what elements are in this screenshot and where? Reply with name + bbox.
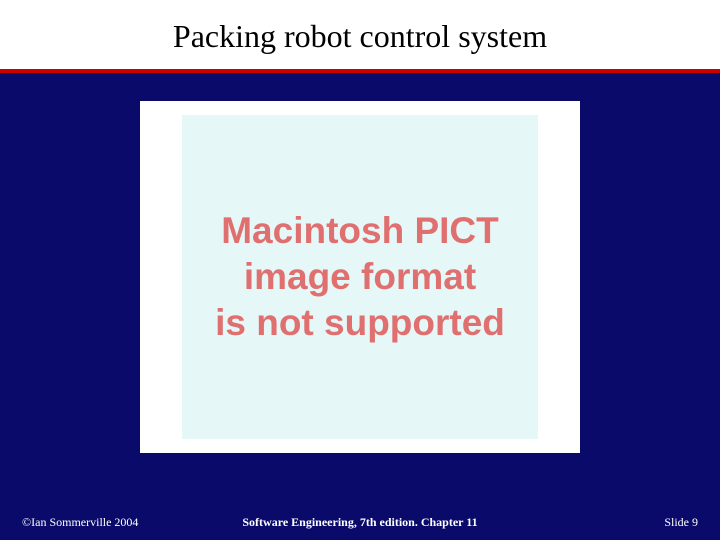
content-area: Macintosh PICT image format is not suppo… xyxy=(0,73,720,473)
footer-copyright: ©Ian Sommerville 2004 xyxy=(22,515,138,530)
image-error-message: Macintosh PICT image format is not suppo… xyxy=(215,208,505,347)
image-placeholder-outer: Macintosh PICT image format is not suppo… xyxy=(140,101,580,453)
error-line-1: Macintosh PICT xyxy=(215,208,505,254)
error-line-2: image format xyxy=(215,254,505,300)
footer-slide-number: Slide 9 xyxy=(664,515,698,530)
footer-center: Software Engineering, 7th edition. Chapt… xyxy=(242,515,477,530)
slide-footer: ©Ian Sommerville 2004 Software Engineeri… xyxy=(0,515,720,530)
image-placeholder-inner: Macintosh PICT image format is not suppo… xyxy=(182,115,538,439)
error-line-3: is not supported xyxy=(215,300,505,346)
slide-title: Packing robot control system xyxy=(0,18,720,55)
title-area: Packing robot control system xyxy=(0,0,720,69)
